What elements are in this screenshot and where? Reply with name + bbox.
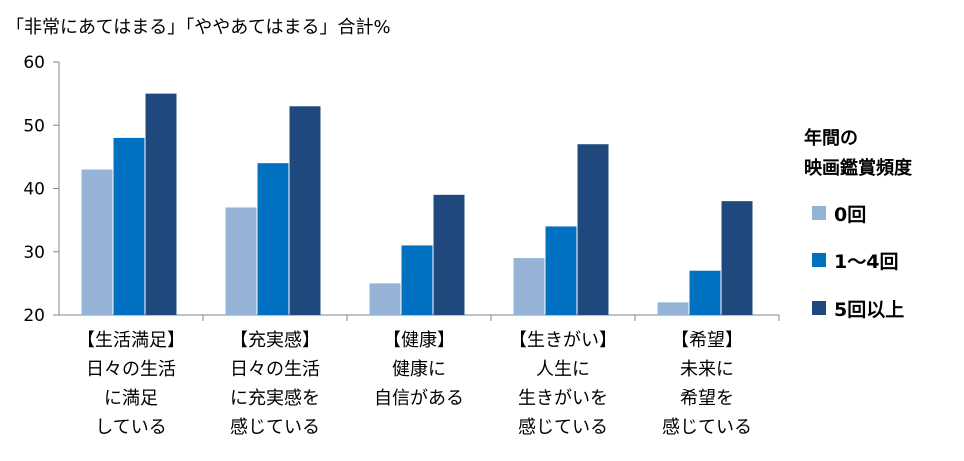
- chart-title: 「非常にあてはまる」「ややあてはまる」合計%: [6, 17, 391, 38]
- category-label-line: 未来に: [680, 359, 734, 380]
- legend-title: 年間の 映画鑑賞頻度: [804, 124, 912, 184]
- category-label-line: 【充実感】: [230, 330, 320, 351]
- category-label-line: 感じている: [518, 417, 608, 438]
- category-label-line: に満足: [104, 388, 158, 409]
- bar-4-0: [657, 302, 689, 315]
- legend-label: 5回以上: [834, 298, 905, 321]
- bar-0-2: [145, 93, 177, 315]
- category-label-line: 感じている: [230, 417, 320, 438]
- category-label-line: に充実感を: [230, 388, 320, 409]
- legend-swatch: [812, 206, 826, 220]
- category-label-line: 感じている: [662, 417, 752, 438]
- legend-swatch: [812, 301, 826, 315]
- category-label-line: 生きがいを: [518, 388, 608, 409]
- legend-item: 0回: [812, 200, 866, 226]
- legend-swatch: [812, 253, 826, 267]
- bar-1-2: [289, 106, 321, 316]
- bar-2-1: [401, 245, 433, 315]
- category-label-line: している: [95, 417, 166, 438]
- category-label-line: 希望を: [680, 388, 734, 409]
- category-label-line: 日々の生活: [230, 359, 320, 380]
- category-label-line: 【生活満足】: [77, 330, 185, 351]
- y-tick-label: 30: [23, 243, 45, 263]
- legend-title-line: 年間の: [804, 128, 858, 149]
- y-tick-label: 60: [23, 53, 45, 73]
- legend-item: 1～4回: [812, 247, 898, 273]
- bar-0-1: [113, 137, 145, 315]
- bar-4-1: [689, 270, 721, 315]
- legend-label: 1～4回: [834, 250, 899, 273]
- y-tick-label: 50: [23, 116, 45, 136]
- legend-title-line: 映画鑑賞頻度: [804, 158, 912, 179]
- category-label-line: 自信がある: [374, 388, 464, 409]
- legend-item: 5回以上: [812, 295, 904, 321]
- bar-3-2: [577, 144, 609, 315]
- bar-1-1: [257, 163, 289, 315]
- category-label-line: 【希望】: [671, 330, 743, 351]
- bar-2-2: [433, 194, 465, 315]
- category-label-line: 健康に: [392, 359, 446, 380]
- category-labels: 【生活満足】日々の生活に満足している【充実感】日々の生活に充実感を感じている【健…: [77, 330, 752, 438]
- bar-3-1: [545, 226, 577, 315]
- legend-label: 0回: [834, 203, 867, 226]
- bar-4-2: [721, 201, 753, 315]
- bar-2-0: [369, 283, 401, 315]
- bars: [81, 93, 753, 316]
- category-label-line: 【生きがい】: [509, 330, 617, 351]
- category-label-line: 【健康】: [383, 330, 455, 351]
- category-label-line: 人生に: [536, 359, 590, 380]
- bar-1-0: [225, 207, 257, 315]
- category-label-line: 日々の生活: [86, 359, 176, 380]
- y-tick-labels: 20 30 40 50 60: [23, 53, 45, 326]
- y-tick-label: 40: [23, 180, 45, 200]
- bar-3-0: [513, 258, 545, 315]
- y-tick-label: 20: [23, 306, 45, 326]
- bar-0-0: [81, 169, 113, 315]
